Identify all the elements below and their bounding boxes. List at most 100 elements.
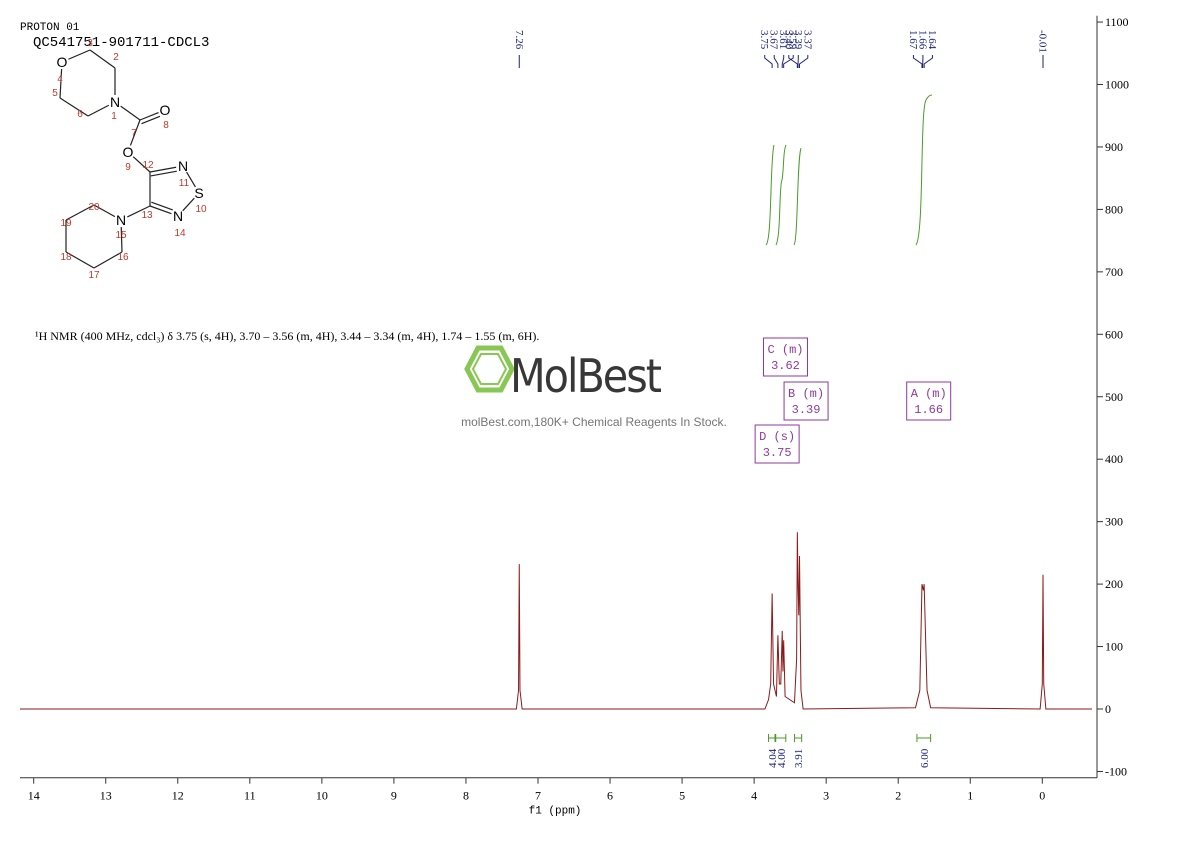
peak-label: 7.26 <box>513 30 525 50</box>
atom-symbol: O <box>123 144 134 160</box>
x-tick-label: 5 <box>679 789 685 803</box>
y-tick-label: 1100 <box>1105 15 1129 29</box>
atom-symbol: N <box>173 208 183 224</box>
atom-symbol: O <box>160 102 171 118</box>
integral-label: 6.00 <box>919 748 931 768</box>
x-tick-label: 12 <box>172 789 184 803</box>
multiplet-shift: 1.66 <box>914 403 943 417</box>
integral-label: 3.91 <box>793 749 805 768</box>
peak-label: -0.01 <box>1037 30 1049 53</box>
watermark-tagline: molBest.com,180K+ Chemical Reagents In S… <box>461 415 727 429</box>
y-tick-label: 1000 <box>1105 77 1129 91</box>
bond <box>141 116 160 123</box>
watermark-brand: MolBest <box>510 349 662 403</box>
multiplet-shift: 3.62 <box>771 359 800 373</box>
bond <box>150 167 176 172</box>
atom-number: 16 <box>117 252 129 263</box>
multiplet-shift: 3.75 <box>763 446 792 460</box>
x-tick-label: 8 <box>463 789 469 803</box>
bond <box>60 98 88 116</box>
y-tick-label: 100 <box>1105 640 1123 654</box>
atom-number: 1 <box>111 111 117 122</box>
x-tick-label: 4 <box>751 789 757 803</box>
bond <box>90 50 115 68</box>
bond <box>121 106 140 120</box>
atom-number: 5 <box>52 88 58 99</box>
y-tick-label: -100 <box>1105 764 1127 778</box>
x-tick-label: 7 <box>535 789 541 803</box>
multiplet-name: B (m) <box>788 387 824 401</box>
spectrum-line <box>20 532 1092 709</box>
atom-symbol: O <box>57 54 68 70</box>
atom-symbol: N <box>178 158 188 174</box>
integral-curve <box>776 145 786 245</box>
y-tick-label: 300 <box>1105 515 1123 529</box>
atom-symbol: N <box>110 94 120 110</box>
experiment-name: PROTON 01 <box>20 22 80 34</box>
atom-number: 2 <box>113 52 119 63</box>
peak-connector <box>774 55 778 68</box>
x-tick-label: 9 <box>391 789 397 803</box>
multiplet-shift: 3.39 <box>792 403 821 417</box>
x-tick-label: 2 <box>895 789 901 803</box>
atom-number: 20 <box>88 202 100 213</box>
x-tick-label: 13 <box>100 789 112 803</box>
atom-number: 13 <box>141 210 153 221</box>
peak-connector <box>913 55 922 68</box>
bond <box>140 113 159 120</box>
peak-connector <box>800 55 808 68</box>
y-tick-label: 500 <box>1105 390 1123 404</box>
multiplet-name: A (m) <box>911 387 947 401</box>
integral-curves <box>766 95 932 245</box>
x-tick-label: 3 <box>823 789 829 803</box>
y-tick-label: 800 <box>1105 202 1123 216</box>
atom-number: 17 <box>88 270 100 281</box>
x-tick-label: 1 <box>967 789 973 803</box>
y-tick-label: 900 <box>1105 140 1123 154</box>
watermark-logo-inner <box>473 354 506 384</box>
integral-curve <box>766 145 774 245</box>
atom-symbol: N <box>116 212 126 228</box>
x-tick-label: 6 <box>607 789 613 803</box>
integral-curve <box>794 148 801 245</box>
atom-number: 8 <box>163 120 169 131</box>
peak-label: 1.64 <box>926 30 938 50</box>
integral-label: 4.00 <box>776 748 788 768</box>
atom-number: 14 <box>174 228 186 239</box>
atom-symbol: S <box>194 185 203 201</box>
y-tick-label: 0 <box>1105 702 1111 716</box>
atom-number: 9 <box>125 162 131 173</box>
x-tick-label: 10 <box>316 789 328 803</box>
peak-connector <box>765 55 772 68</box>
atom-number: 10 <box>195 204 207 215</box>
y-tick-label: 700 <box>1105 265 1123 279</box>
atom-number: 11 <box>179 178 190 189</box>
x-tick-label: 0 <box>1039 789 1045 803</box>
bond <box>183 198 195 211</box>
atom-number: 12 <box>142 160 154 171</box>
atom-number: 18 <box>60 252 72 263</box>
multiplet-name: C (m) <box>767 343 803 357</box>
atom-number: 6 <box>77 109 83 120</box>
y-tick-label: 200 <box>1105 577 1123 591</box>
x-axis-label: f1 (ppm) <box>529 806 582 818</box>
bond <box>151 171 177 176</box>
atom-number: 4 <box>57 74 63 85</box>
x-tick-label: 11 <box>244 789 256 803</box>
peak-label: 3.37 <box>801 30 813 50</box>
atom-number: 19 <box>60 218 72 229</box>
y-tick-label: 400 <box>1105 452 1123 466</box>
atom-number: 7 <box>131 128 137 139</box>
x-tick-label: 14 <box>28 789 40 803</box>
bond <box>68 50 90 59</box>
bond <box>88 105 109 116</box>
atom-number: 3 <box>87 38 93 49</box>
atom-number: 15 <box>115 230 127 241</box>
bond <box>150 206 171 214</box>
sample-name: QC541751-901711-CDCL3 <box>33 35 209 51</box>
bond <box>151 202 172 210</box>
integral-curve <box>916 95 932 245</box>
peak-connector <box>924 55 932 68</box>
